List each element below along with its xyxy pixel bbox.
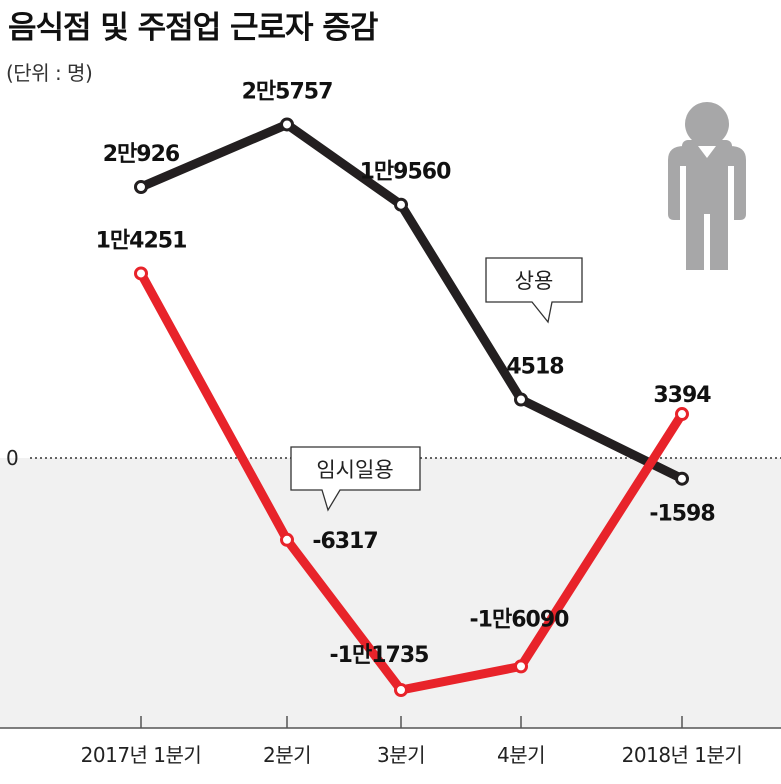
data-label: 1만4251 bbox=[96, 228, 187, 253]
data-label: 4518 bbox=[506, 354, 563, 379]
data-point bbox=[675, 471, 689, 486]
data-label: 2만926 bbox=[103, 142, 180, 167]
data-point bbox=[134, 180, 148, 195]
person-icon bbox=[668, 102, 746, 270]
x-tick-label: 3분기 bbox=[377, 743, 425, 767]
data-label: -1만6090 bbox=[470, 607, 570, 632]
callout-regular: 상용 bbox=[485, 257, 583, 324]
unit-label: (단위 : 명) bbox=[6, 61, 93, 85]
data-point bbox=[280, 117, 294, 132]
zero-label: 0 bbox=[6, 446, 18, 470]
data-point bbox=[394, 197, 408, 212]
data-label: 2만5757 bbox=[242, 79, 333, 104]
data-label: -1만1735 bbox=[330, 643, 429, 668]
data-point bbox=[134, 266, 148, 281]
x-tick-label: 2018년 1분기 bbox=[622, 743, 743, 767]
callout-regular-text: 상용 bbox=[515, 269, 554, 293]
data-label: -1598 bbox=[649, 502, 714, 527]
x-tick-label: 2분기 bbox=[263, 743, 311, 767]
x-tick-label: 4분기 bbox=[497, 743, 545, 767]
data-point bbox=[675, 407, 689, 422]
data-point bbox=[394, 683, 408, 697]
data-point bbox=[280, 532, 294, 547]
x-tick-label: 2017년 1분기 bbox=[81, 743, 202, 767]
callout-temporary-text: 임시일용 bbox=[316, 458, 393, 482]
callout-temporary: 임시일용 bbox=[290, 446, 421, 512]
data-label: 3394 bbox=[653, 383, 711, 408]
negative-region bbox=[0, 458, 781, 728]
data-point bbox=[514, 392, 528, 407]
data-label: -6317 bbox=[312, 529, 377, 554]
chart-title: 음식점 및 주점업 근로자 증감 bbox=[8, 10, 378, 46]
data-point bbox=[514, 659, 528, 674]
data-label: 1만9560 bbox=[360, 160, 451, 185]
